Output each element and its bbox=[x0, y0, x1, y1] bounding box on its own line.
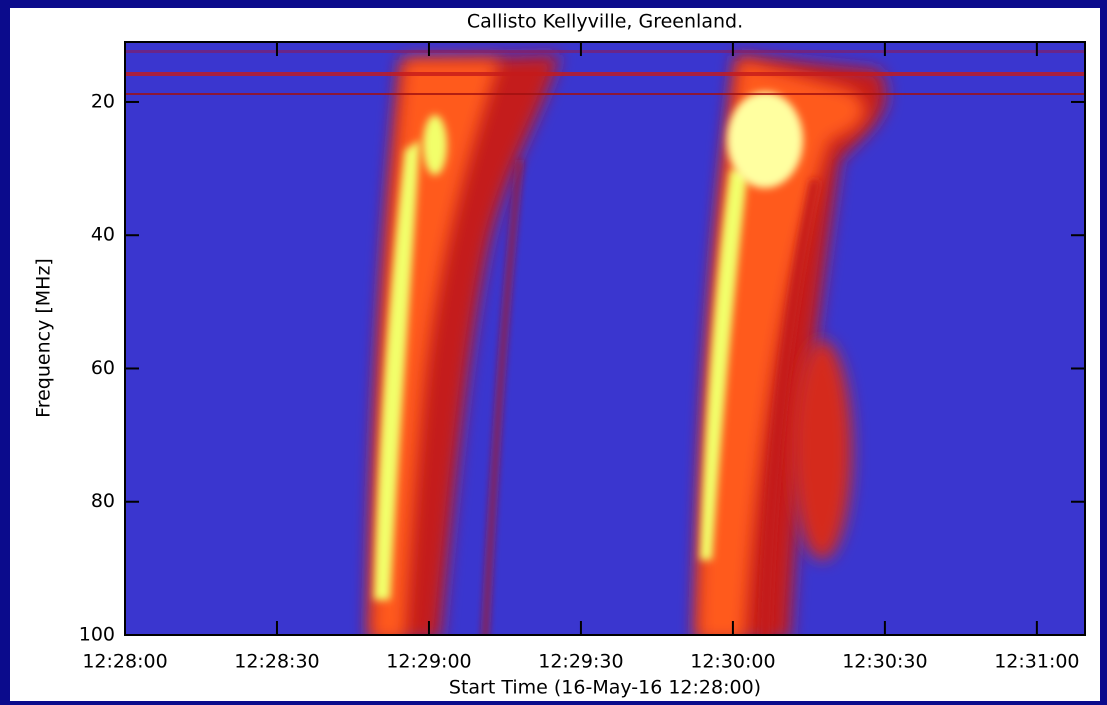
y-tick-label: 20 bbox=[91, 90, 115, 112]
y-tick-label: 60 bbox=[91, 357, 115, 379]
interference bbox=[125, 72, 1085, 76]
x-tick-label: 12:29:30 bbox=[538, 651, 623, 673]
x-tick-label: 12:28:00 bbox=[82, 651, 167, 673]
y-axis-label: Frequency [MHz] bbox=[33, 258, 55, 418]
burst-trace bbox=[760, 179, 820, 635]
burst-bright bbox=[374, 140, 420, 600]
x-tick-label: 12:30:30 bbox=[842, 651, 927, 673]
interference bbox=[125, 93, 1085, 95]
x-tick-label: 12:29:00 bbox=[386, 651, 471, 673]
burst-bright bbox=[727, 92, 803, 188]
spectrum bbox=[125, 50, 1085, 635]
burst-bright bbox=[423, 115, 447, 175]
burst-bright bbox=[700, 170, 748, 560]
x-tick-label: 12:28:30 bbox=[234, 651, 319, 673]
chart-title: Callisto Kellyville, Greenland. bbox=[467, 11, 743, 33]
plot-area bbox=[125, 42, 1085, 635]
burst-blob bbox=[792, 340, 852, 560]
y-tick-label: 80 bbox=[91, 490, 115, 512]
plot-frame bbox=[124, 41, 1086, 636]
interference bbox=[125, 50, 1085, 53]
y-tick-label: 40 bbox=[91, 224, 115, 246]
y-tick-label: 100 bbox=[79, 624, 115, 646]
x-tick-label: 12:31:00 bbox=[994, 651, 1079, 673]
x-axis-label: Start Time (16-May-16 12:28:00) bbox=[449, 677, 761, 699]
x-tick-label: 12:30:00 bbox=[690, 651, 775, 673]
burst-trace bbox=[482, 159, 523, 635]
